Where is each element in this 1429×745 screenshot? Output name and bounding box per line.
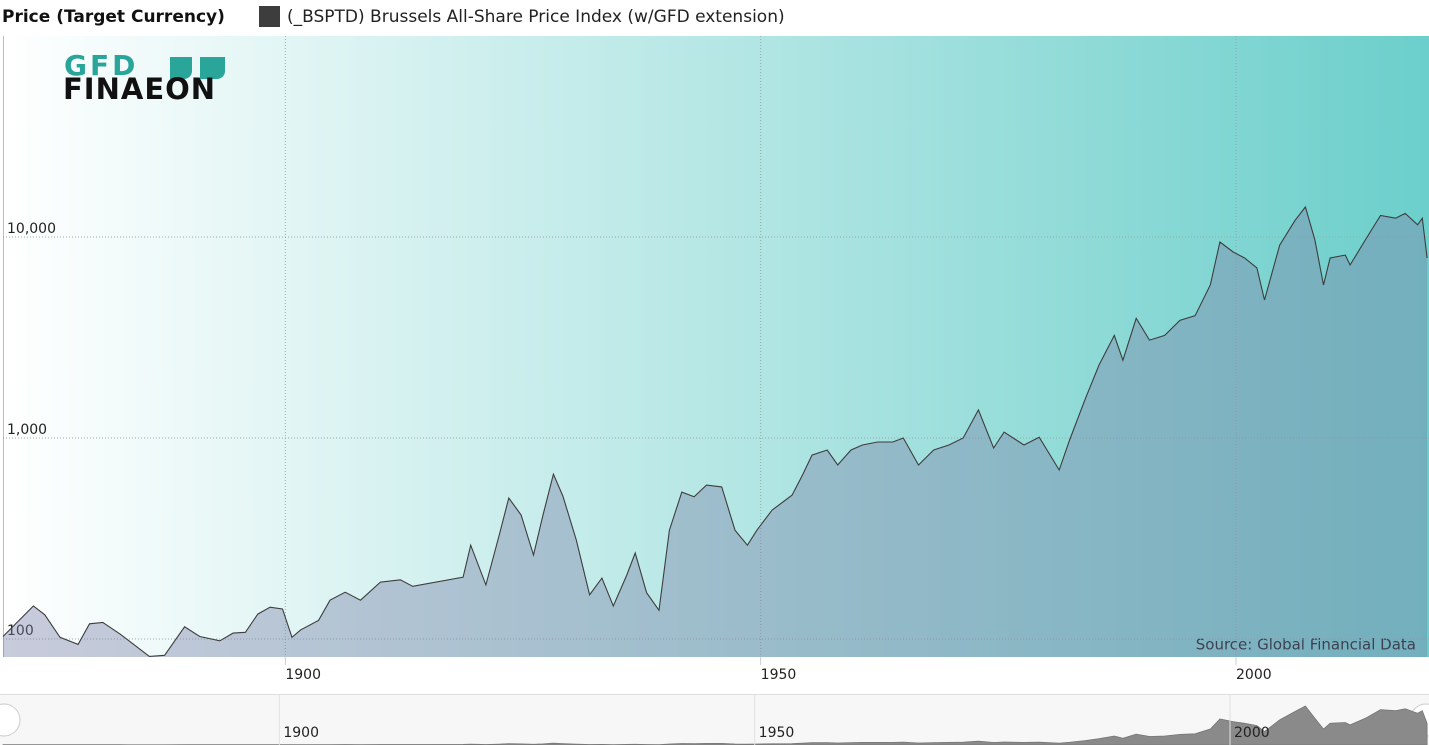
area-line	[2, 205, 1428, 657]
logo-top: GFD	[64, 49, 138, 82]
legend-swatch[interactable]	[259, 6, 280, 27]
x-tick-label: 1950	[761, 667, 797, 683]
legend-label[interactable]: (_BSPTD) Brussels All-Share Price Index …	[287, 7, 785, 27]
navigator-tick-label: 2000	[1234, 725, 1270, 741]
navigator-tick-label: 1900	[283, 725, 319, 741]
plot-background	[3, 36, 1429, 657]
logo-leaves	[170, 57, 225, 79]
y-tick-label: 10,000	[7, 221, 56, 237]
navigator-handle-left[interactable]	[0, 703, 21, 737]
x-tick-label: 2000	[1236, 667, 1272, 683]
source-note: Source: Global Financial Data	[1196, 636, 1416, 654]
y-tick-label: 1,000	[7, 422, 47, 438]
x-tick-label: 1900	[285, 667, 321, 683]
logo-bottom: FINAEON	[63, 72, 216, 106]
y-tick-label: 100	[7, 623, 34, 639]
area-fill	[3, 207, 1428, 657]
y-axis-title: Price (Target Currency)	[2, 7, 225, 27]
navigator-tick-label: 1950	[759, 725, 795, 741]
